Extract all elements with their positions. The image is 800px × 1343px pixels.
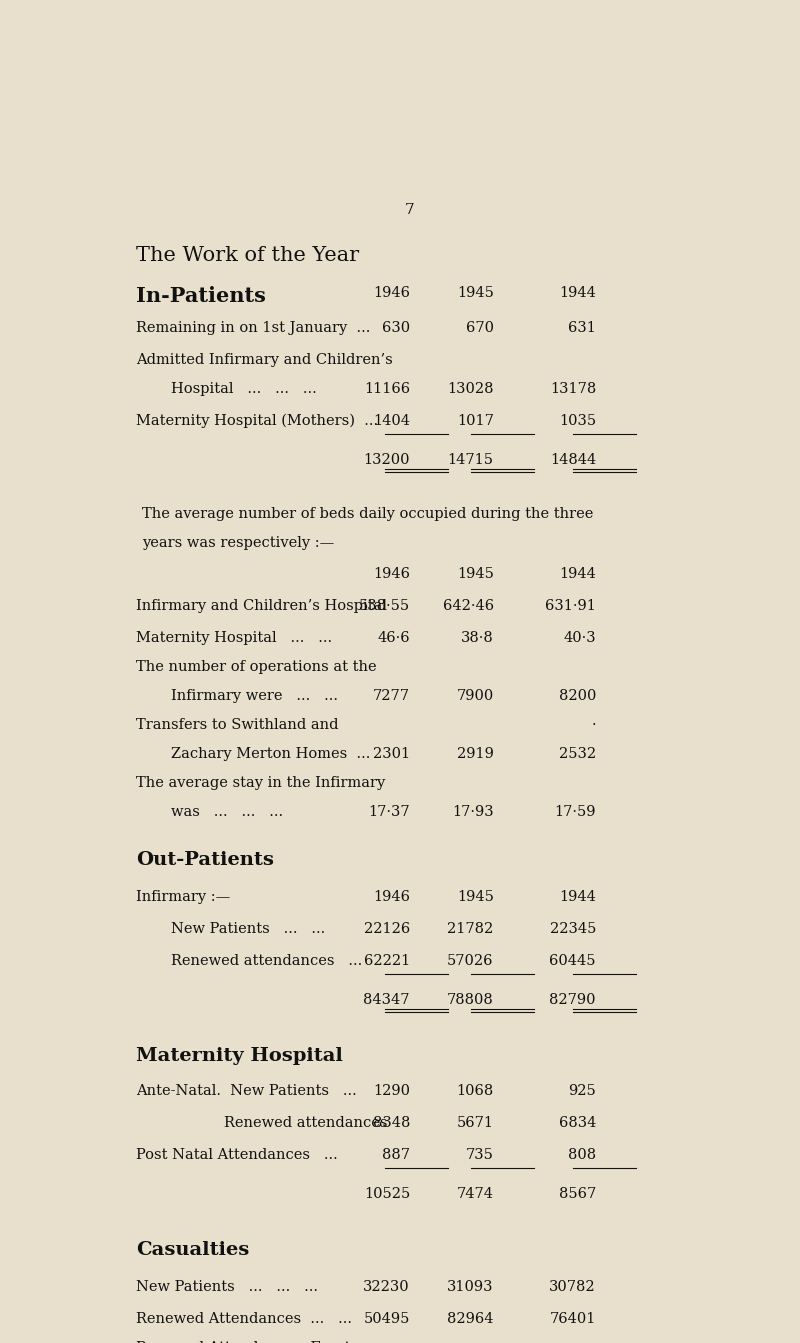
Text: Hospital   ...   ...   ...: Hospital ... ... ... (171, 381, 317, 396)
Text: 40·3: 40·3 (563, 631, 596, 645)
Text: 1068: 1068 (457, 1084, 494, 1099)
Text: 17·93: 17·93 (452, 804, 494, 819)
Text: 630: 630 (382, 321, 410, 336)
Text: 631: 631 (568, 321, 596, 336)
Text: 8200: 8200 (558, 689, 596, 702)
Text: 13028: 13028 (447, 381, 494, 396)
Text: 13200: 13200 (363, 453, 410, 467)
Text: Renewed attendances   ...: Renewed attendances ... (171, 954, 362, 968)
Text: Infirmary :—: Infirmary :— (136, 890, 230, 904)
Text: Admitted Infirmary and Children’s: Admitted Infirmary and Children’s (136, 353, 393, 367)
Text: Post Natal Attendances   ...: Post Natal Attendances ... (136, 1148, 338, 1162)
Text: 925: 925 (568, 1084, 596, 1099)
Text: 2301: 2301 (373, 747, 410, 761)
Text: 631·91: 631·91 (545, 599, 596, 614)
Text: The Work of the Year: The Work of the Year (136, 246, 359, 265)
Text: 22126: 22126 (364, 923, 410, 936)
Text: 1946: 1946 (373, 890, 410, 904)
Text: 13178: 13178 (550, 381, 596, 396)
Text: 1404: 1404 (373, 414, 410, 428)
Text: 14844: 14844 (550, 453, 596, 467)
Text: 1035: 1035 (559, 414, 596, 428)
Text: In-Patients: In-Patients (136, 286, 266, 306)
Text: 6834: 6834 (558, 1116, 596, 1129)
Text: 38·8: 38·8 (461, 631, 494, 645)
Text: Casualties: Casualties (136, 1241, 250, 1258)
Text: The number of operations at the: The number of operations at the (136, 659, 377, 674)
Text: Infirmary were   ...   ...: Infirmary were ... ... (171, 689, 338, 702)
Text: 46·6: 46·6 (378, 631, 410, 645)
Text: Ante-Natal.  New Patients   ...: Ante-Natal. New Patients ... (136, 1084, 357, 1099)
Text: The average stay in the Infirmary: The average stay in the Infirmary (136, 776, 386, 790)
Text: 82964: 82964 (447, 1312, 494, 1326)
Text: Transfers to Swithland and: Transfers to Swithland and (136, 719, 338, 732)
Text: 21782: 21782 (447, 923, 494, 936)
Text: Renewed Attendances  ...   ...: Renewed Attendances ... ... (136, 1312, 352, 1326)
Text: 17·59: 17·59 (554, 804, 596, 819)
Text: Renewed attendances: Renewed attendances (224, 1116, 387, 1129)
Text: 82790: 82790 (550, 992, 596, 1007)
Text: 31093: 31093 (447, 1280, 494, 1293)
Text: 5671: 5671 (457, 1116, 494, 1129)
Text: 1945: 1945 (457, 286, 494, 301)
Text: Infirmary and Children’s Hospital: Infirmary and Children’s Hospital (136, 599, 387, 614)
Text: 538·55: 538·55 (359, 599, 410, 614)
Text: Maternity Hospital   ...   ...: Maternity Hospital ... ... (136, 631, 332, 645)
Text: 22345: 22345 (550, 923, 596, 936)
Text: ·: · (591, 719, 596, 732)
Text: 1945: 1945 (457, 567, 494, 582)
Text: 7: 7 (405, 203, 415, 216)
Text: 62221: 62221 (364, 954, 410, 968)
Text: Out-Patients: Out-Patients (136, 851, 274, 869)
Text: 84347: 84347 (363, 992, 410, 1007)
Text: 17·37: 17·37 (368, 804, 410, 819)
Text: 10525: 10525 (364, 1187, 410, 1201)
Text: 7474: 7474 (457, 1187, 494, 1201)
Text: was   ...   ...   ...: was ... ... ... (171, 804, 283, 819)
Text: The average number of beds daily occupied during the three: The average number of beds daily occupie… (142, 506, 594, 521)
Text: Maternity Hospital (Mothers)  ...: Maternity Hospital (Mothers) ... (136, 414, 378, 428)
Text: 735: 735 (466, 1148, 494, 1162)
Text: 7277: 7277 (373, 689, 410, 702)
Text: 887: 887 (382, 1148, 410, 1162)
Text: 642·46: 642·46 (442, 599, 494, 614)
Text: 30782: 30782 (550, 1280, 596, 1293)
Text: New Patients   ...   ...: New Patients ... ... (171, 923, 326, 936)
Text: Zachary Merton Homes  ...: Zachary Merton Homes ... (171, 747, 370, 761)
Text: 57026: 57026 (447, 954, 494, 968)
Text: 32230: 32230 (363, 1280, 410, 1293)
Text: Maternity Hospital: Maternity Hospital (136, 1046, 343, 1065)
Text: 1944: 1944 (559, 890, 596, 904)
Text: 2532: 2532 (559, 747, 596, 761)
Text: 60445: 60445 (550, 954, 596, 968)
Text: 1946: 1946 (373, 567, 410, 582)
Text: 1945: 1945 (457, 890, 494, 904)
Text: 1944: 1944 (559, 567, 596, 582)
Text: 7900: 7900 (457, 689, 494, 702)
Text: Remaining in on 1st January  ...: Remaining in on 1st January ... (136, 321, 370, 336)
Text: 1946: 1946 (373, 286, 410, 301)
Text: 2919: 2919 (457, 747, 494, 761)
Text: 670: 670 (466, 321, 494, 336)
Text: 50495: 50495 (364, 1312, 410, 1326)
Text: 11166: 11166 (364, 381, 410, 396)
Text: years was respectively :—: years was respectively :— (142, 536, 334, 549)
Text: 76401: 76401 (550, 1312, 596, 1326)
Text: 1017: 1017 (457, 414, 494, 428)
Text: Renewed Attendances, Fracture: Renewed Attendances, Fracture (136, 1340, 375, 1343)
Text: 78808: 78808 (447, 992, 494, 1007)
Text: 14715: 14715 (448, 453, 494, 467)
Text: 8567: 8567 (558, 1187, 596, 1201)
Text: 1944: 1944 (559, 286, 596, 301)
Text: 808: 808 (568, 1148, 596, 1162)
Text: New Patients   ...   ...   ...: New Patients ... ... ... (136, 1280, 318, 1293)
Text: 8348: 8348 (373, 1116, 410, 1129)
Text: 1290: 1290 (373, 1084, 410, 1099)
